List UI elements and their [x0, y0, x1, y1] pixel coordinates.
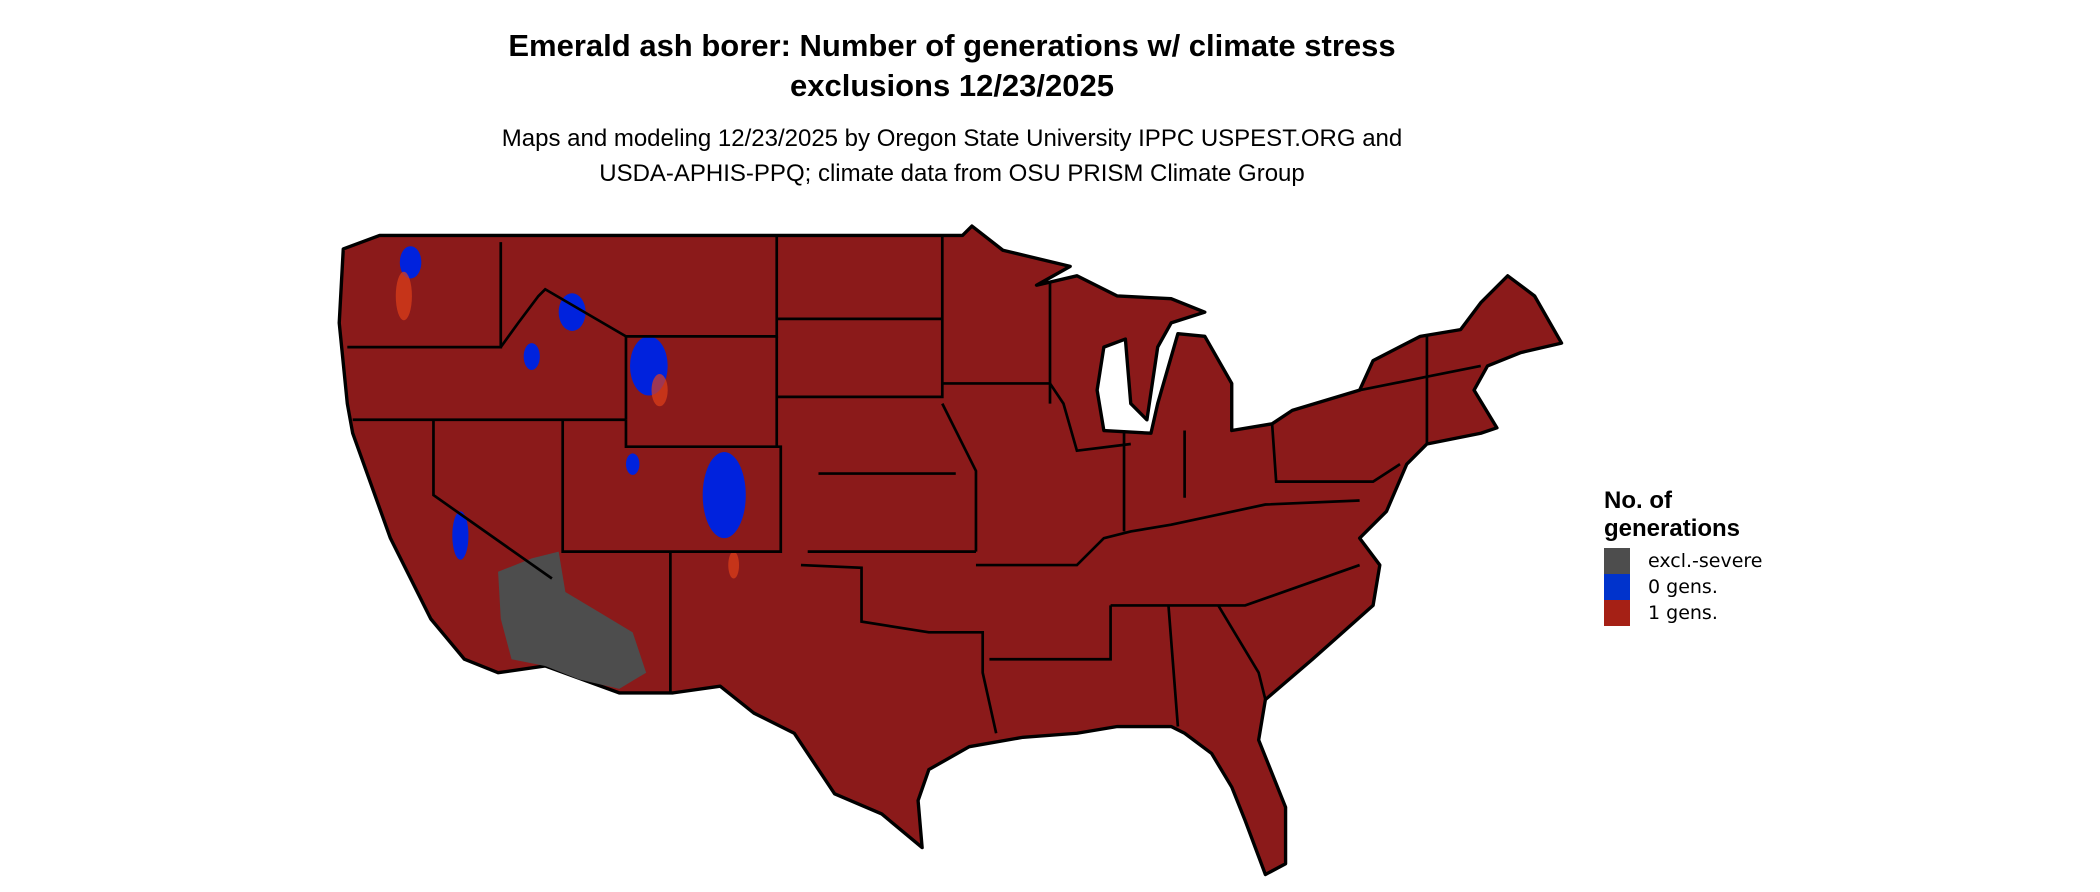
legend-item-0-gens: 0 gens. [1604, 574, 1718, 600]
legend-item-excl-severe: excl.-severe [1604, 548, 1763, 574]
legend-item-1-gens: 1 gens. [1604, 600, 1718, 626]
legend-title-line1: No. of [1604, 487, 1672, 514]
map-subtitle-line1: Maps and modeling 12/23/2025 by Oregon S… [501, 125, 1403, 152]
legend-swatch [1604, 574, 1630, 600]
map-title-line2: exclusions 12/23/2025 [789, 68, 1114, 103]
map-title-line1: Emerald ash borer: Number of generations… [508, 28, 1396, 63]
zero-gens-regions [399, 246, 746, 560]
legend-title-line2: generations [1604, 515, 1741, 542]
legend-label: 0 gens. [1648, 576, 1718, 598]
legend-swatch [1604, 548, 1630, 574]
excl-severe-region [498, 551, 647, 689]
legend-label: 1 gens. [1648, 602, 1718, 624]
legend-label: excl.-severe [1648, 550, 1763, 572]
one-gens-highlight [395, 271, 740, 579]
map-subtitle-line2: USDA-APHIS-PPQ; climate data from OSU PR… [599, 160, 1305, 187]
legend-swatch [1604, 600, 1630, 626]
state-borders [347, 235, 1482, 734]
